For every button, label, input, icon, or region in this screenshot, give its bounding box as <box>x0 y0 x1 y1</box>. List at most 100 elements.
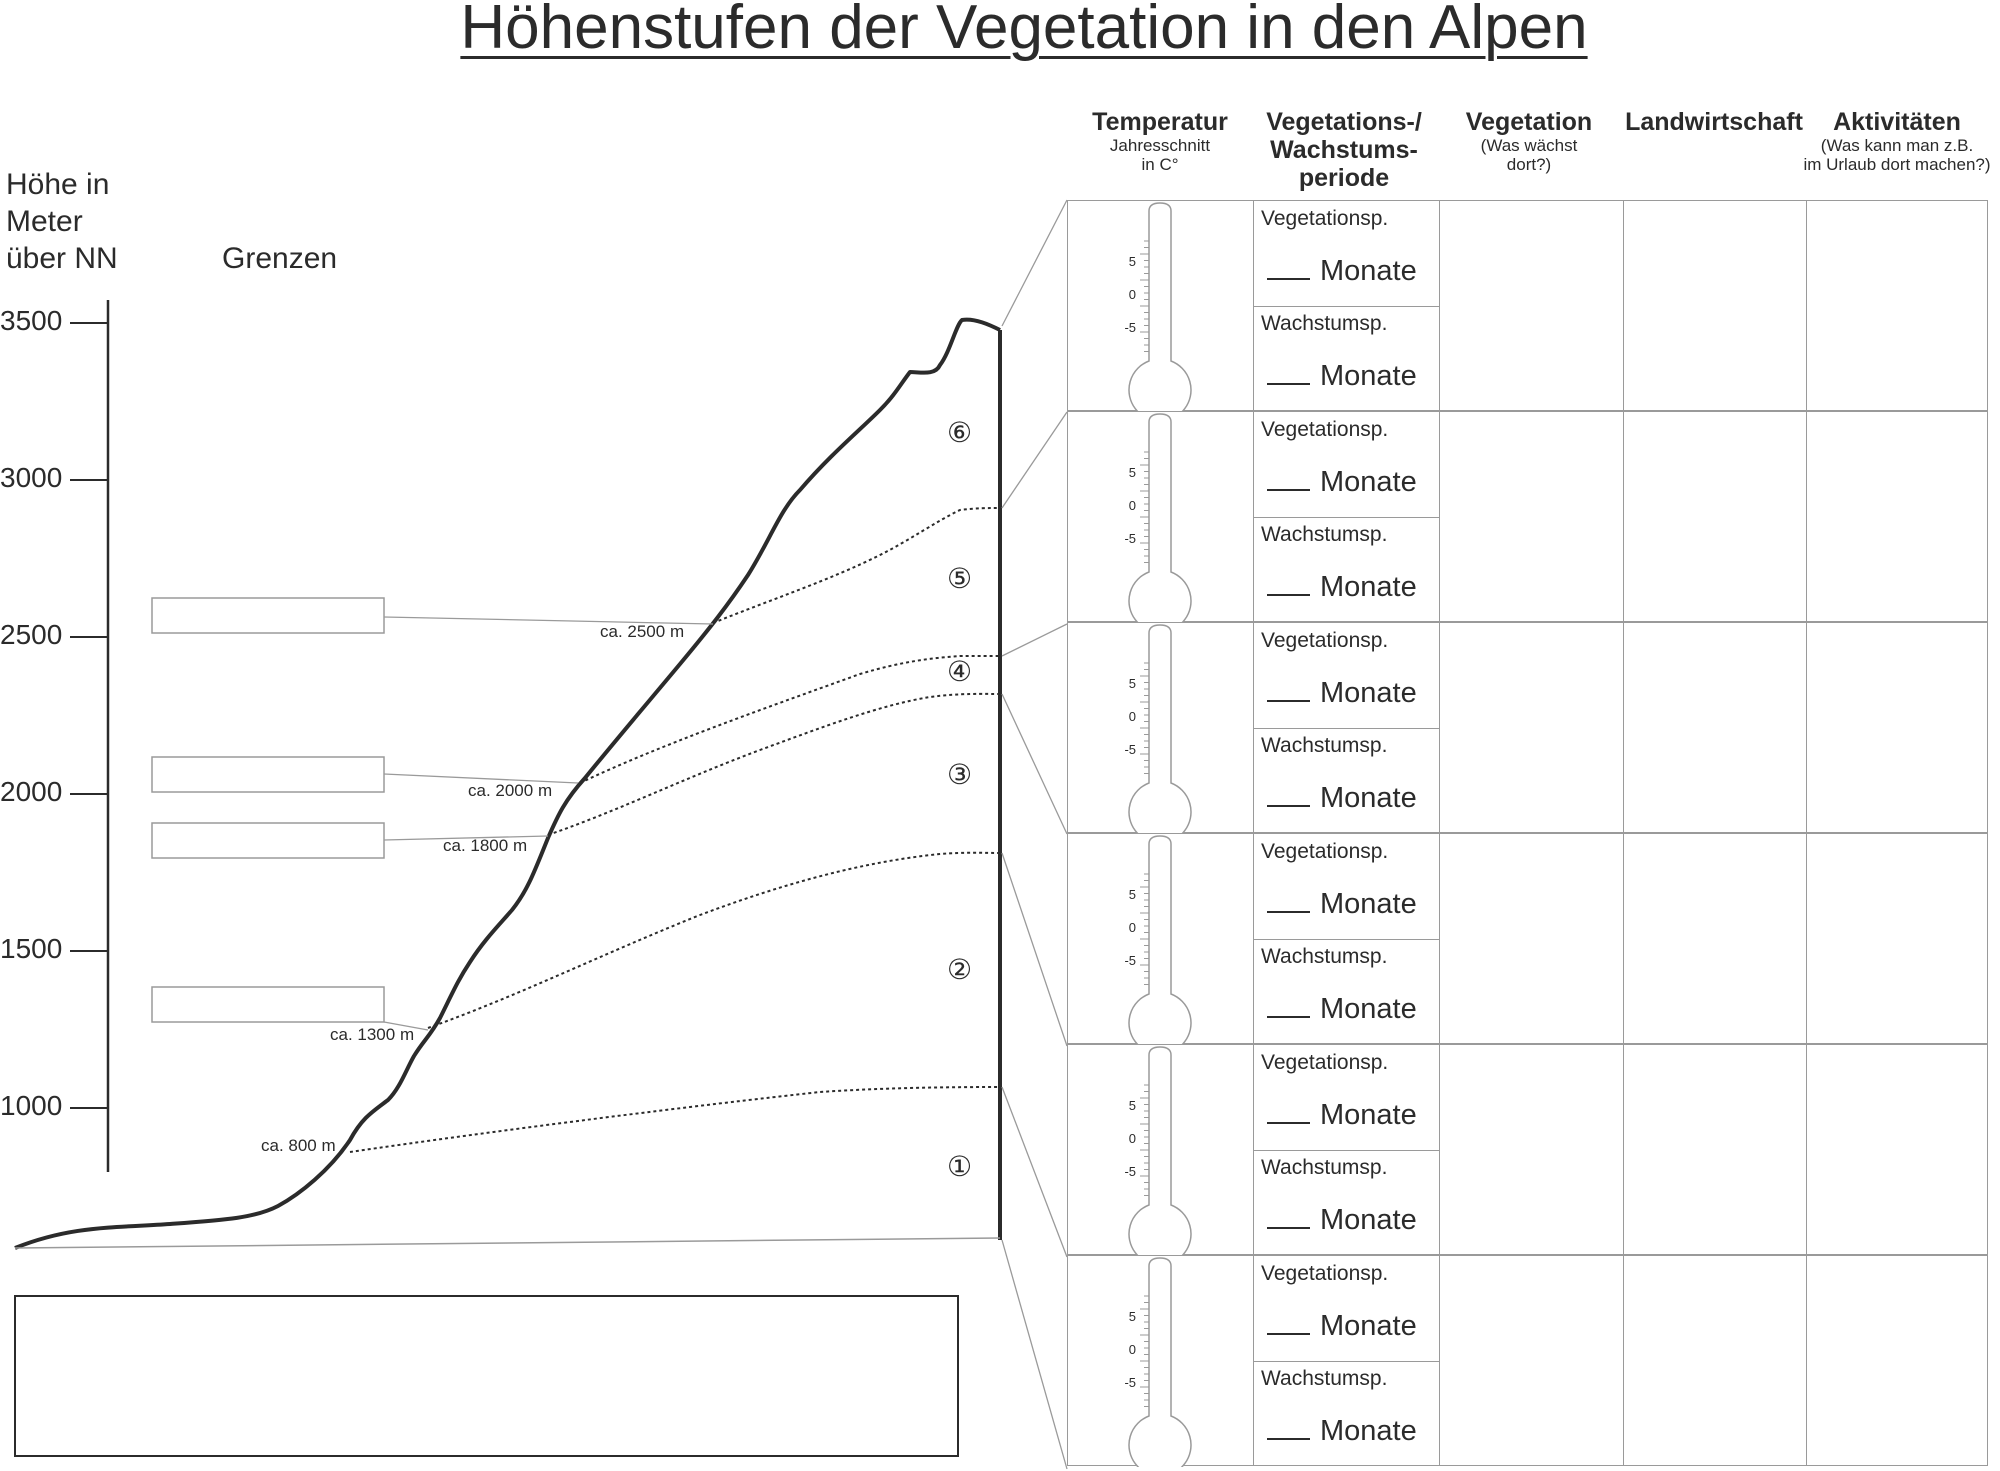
months-label: Monate <box>1320 677 1417 709</box>
thermometer-tick-label: -5 <box>1124 953 1136 968</box>
leader-line <box>383 773 579 784</box>
notes-box[interactable] <box>14 1295 959 1457</box>
growth-period-label: Wachstumsp. <box>1261 312 1388 335</box>
column-divider <box>1253 1256 1254 1465</box>
vegetation-period-label: Vegetationsp. <box>1261 1051 1389 1074</box>
y-tick-label: 1000 <box>0 1090 63 1121</box>
column-divider <box>1623 1256 1624 1465</box>
thermometer-tick-label: 5 <box>1128 676 1136 691</box>
column-divider <box>1253 412 1254 621</box>
thermometer-tick-label: 0 <box>1128 287 1136 302</box>
months-field[interactable]: Monate <box>1267 782 1417 815</box>
thermometer-icon <box>1128 1257 1192 1467</box>
boundary-2000 <box>579 655 1000 784</box>
growth-period-label: Wachstumsp. <box>1261 734 1388 757</box>
thermometer-icon <box>1128 202 1192 412</box>
column-subtitle: (Was kann man z.B. im Urlaub dort machen… <box>1803 136 1991 174</box>
months-field[interactable]: Monate <box>1267 571 1417 604</box>
grenze-answer-box[interactable] <box>151 597 385 634</box>
growth-period-label: Wachstumsp. <box>1261 1156 1388 1179</box>
months-label: Monate <box>1320 360 1417 392</box>
connector-line <box>1001 1086 1068 1258</box>
column-subtitle: Jahresschnitt in C° <box>1109 136 1211 174</box>
boundary-1300 <box>427 851 1001 1029</box>
column-header-landwirtschaft: Landwirtschaft <box>1625 108 1803 136</box>
months-field[interactable]: Monate <box>1267 466 1417 499</box>
grenze-answer-box[interactable] <box>151 822 385 859</box>
boundary-label: ca. 1800 m <box>443 836 528 855</box>
y-tick-label: 2000 <box>0 776 63 807</box>
column-title: Aktivitäten <box>1833 108 1961 136</box>
thermometer-tick-label: 5 <box>1128 1098 1136 1113</box>
column-divider <box>1623 834 1624 1043</box>
months-field[interactable]: Monate <box>1267 888 1417 921</box>
page-title: Höhenstufen der Vegetation in den Alpen <box>460 0 1588 62</box>
boundary-label: ca. 2000 m <box>468 781 553 800</box>
column-divider <box>1253 201 1254 410</box>
thermometer-tick-label: -5 <box>1124 1375 1136 1390</box>
vegetation-period-label: Vegetationsp. <box>1261 418 1389 441</box>
periode-divider <box>1253 939 1439 940</box>
months-label: Monate <box>1320 993 1417 1025</box>
column-divider <box>1439 623 1440 832</box>
months-field[interactable]: Monate <box>1267 360 1417 393</box>
months-field[interactable]: Monate <box>1267 993 1417 1026</box>
growth-period-label: Wachstumsp. <box>1261 945 1388 968</box>
zone-number: ③ <box>947 759 973 790</box>
months-label: Monate <box>1320 466 1417 498</box>
thermometer-tick-label: -5 <box>1124 531 1136 546</box>
months-field[interactable]: Monate <box>1267 1099 1417 1132</box>
column-title: Vegetation <box>1465 108 1593 136</box>
thermometer-tick-label: 5 <box>1128 1309 1136 1324</box>
months-label: Monate <box>1320 1099 1417 1131</box>
column-divider <box>1623 623 1624 832</box>
zone-number: ⑥ <box>947 417 973 448</box>
growth-period-label: Wachstumsp. <box>1261 1367 1388 1390</box>
months-field[interactable]: Monate <box>1267 1310 1417 1343</box>
zone-number: ① <box>947 1151 973 1182</box>
y-axis-label-line: Höhe in <box>6 168 110 201</box>
months-label: Monate <box>1320 255 1417 287</box>
zone-row: 5 0 -5 Vegetationsp. Monate Wachstumsp. Monate <box>1067 1255 1988 1467</box>
column-divider <box>1439 201 1440 410</box>
column-divider <box>1623 201 1624 410</box>
column-divider <box>1806 412 1807 621</box>
zone-table: 5 0 -5 Vegetationsp. Monate Wachstumsp. Monate… <box>1067 200 1988 1470</box>
column-divider <box>1439 1045 1440 1254</box>
periode-divider <box>1253 1361 1439 1362</box>
thermometer-icon <box>1128 413 1192 623</box>
boundary-label: ca. 1300 m <box>330 1025 415 1044</box>
months-field[interactable]: Monate <box>1267 1415 1417 1448</box>
column-divider <box>1806 201 1807 410</box>
connector-line <box>1001 411 1068 509</box>
zone-number: ② <box>947 954 973 985</box>
y-tick-label: 3000 <box>0 462 63 493</box>
grenze-answer-box[interactable] <box>151 756 385 793</box>
column-divider <box>1253 834 1254 1043</box>
column-divider <box>1806 1256 1807 1465</box>
months-field[interactable]: Monate <box>1267 1204 1417 1237</box>
thermometer-tick-label: 5 <box>1128 887 1136 902</box>
months-label: Monate <box>1320 782 1417 814</box>
vegetation-period-label: Vegetationsp. <box>1261 629 1389 652</box>
vegetation-period-label: Vegetationsp. <box>1261 1262 1389 1285</box>
grenzen-heading: Grenzen <box>222 242 338 275</box>
column-divider <box>1439 412 1440 621</box>
connector-line <box>1001 1239 1068 1470</box>
thermometer-tick-label: 0 <box>1128 709 1136 724</box>
boundary-label: ca. 800 m <box>261 1136 336 1155</box>
column-divider <box>1253 1045 1254 1254</box>
y-axis-label-line: Meter <box>6 205 83 238</box>
months-field[interactable]: Monate <box>1267 255 1417 288</box>
mountain-base-line <box>14 1237 1001 1249</box>
boundary-800 <box>349 1086 1001 1153</box>
periode-divider <box>1253 1150 1439 1151</box>
column-divider <box>1623 1045 1624 1254</box>
column-divider <box>1806 834 1807 1043</box>
months-field[interactable]: Monate <box>1267 677 1417 710</box>
y-tick-label: 3500 <box>0 305 63 336</box>
months-label: Monate <box>1320 888 1417 920</box>
grenze-answer-box[interactable] <box>151 986 385 1023</box>
connector-line <box>1001 623 1068 657</box>
